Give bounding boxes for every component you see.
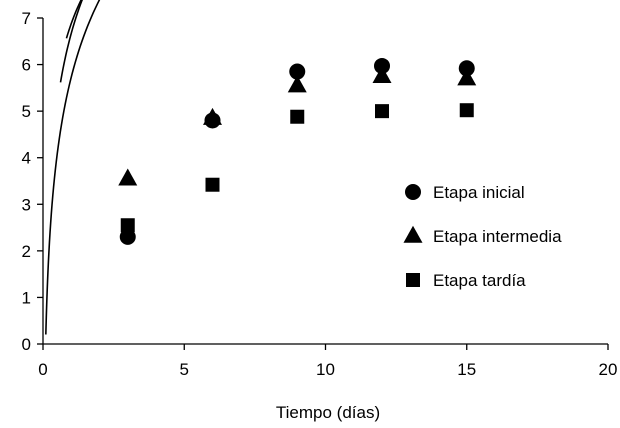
trendlines (45, 0, 101, 335)
data-point-square (120, 218, 135, 233)
data-point-circle (119, 228, 136, 245)
y-tick-label: 0 (22, 335, 31, 354)
y-tick-label: 2 (22, 242, 31, 261)
x-tick-label: 5 (180, 360, 189, 379)
y-tick-label: 1 (22, 288, 31, 307)
legend-label: Etapa inicial (433, 183, 525, 202)
y-tick-label: 6 (22, 56, 31, 75)
x-tick-label: 0 (38, 360, 47, 379)
y-tick-label: 3 (22, 195, 31, 214)
y-tick-label: 7 (22, 9, 31, 28)
x-axis-label: Tiempo (días) (276, 403, 380, 422)
data-point-square (459, 103, 474, 118)
trendline-series-3 (65, 0, 82, 39)
data-point-triangle (372, 66, 392, 84)
x-tick-label: 20 (599, 360, 618, 379)
data-point-square (375, 104, 389, 119)
legend-marker-square (406, 273, 420, 287)
data-point-triangle (287, 75, 307, 93)
trendline-series-2 (59, 0, 83, 83)
legend-marker-triangle (403, 225, 423, 243)
data-point-triangle (457, 68, 477, 86)
legend: Etapa inicial Etapa intermedia Etapa tardí… (403, 183, 562, 290)
trendline-series-1 (45, 0, 101, 335)
data-point-square (290, 109, 305, 124)
data-point-triangle (118, 168, 138, 186)
data-point-square (205, 177, 220, 192)
axes: 0 1 2 3 4 5 6 7 0 5 10 15 20 (22, 9, 618, 379)
x-tick-label: 15 (457, 360, 476, 379)
x-tick-label: 10 (316, 360, 335, 379)
y-tick-label: 4 (22, 149, 31, 168)
legend-label: Etapa tardía (433, 271, 526, 290)
data-point-triangle (203, 107, 222, 125)
legend-marker-circle (405, 184, 421, 200)
legend-label: Etapa intermedia (433, 227, 562, 246)
y-tick-label: 5 (22, 102, 31, 121)
data-point-circle (374, 57, 390, 74)
data-point-circle (458, 60, 475, 77)
data-markers (118, 57, 477, 245)
data-point-circle (289, 63, 306, 80)
